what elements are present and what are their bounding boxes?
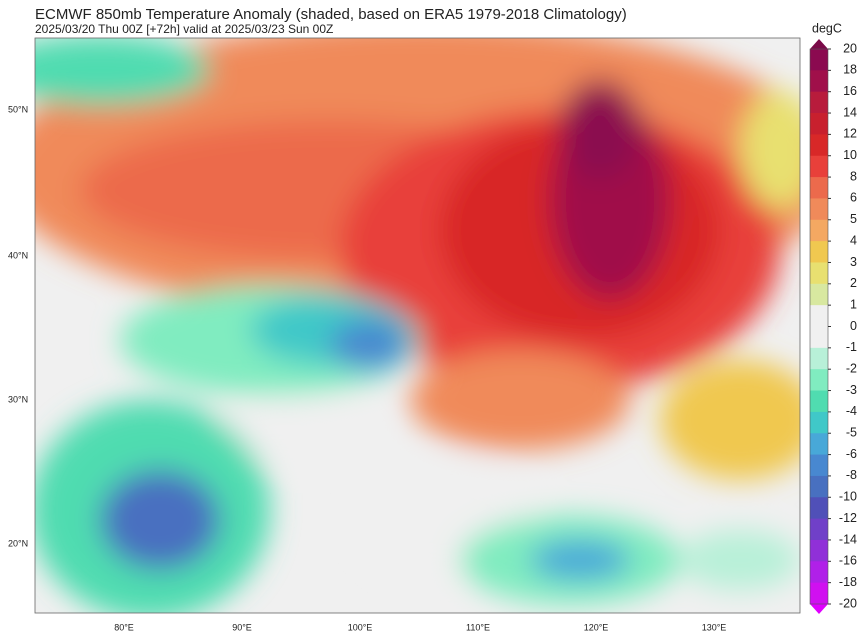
colorbar-segment bbox=[810, 582, 828, 605]
map bbox=[35, 38, 800, 613]
colorbar-segment bbox=[810, 369, 828, 392]
colorbar-segment bbox=[810, 49, 828, 71]
colorbar-label: -14 bbox=[839, 532, 857, 546]
lat-label: 30°N bbox=[8, 394, 28, 404]
lon-label: 110°E bbox=[466, 622, 490, 632]
colorbar-label: 12 bbox=[843, 127, 857, 141]
colorbar-segment bbox=[810, 305, 828, 327]
colorbar-segment bbox=[810, 454, 828, 477]
colorbar-segment bbox=[810, 177, 828, 199]
lon-label: 130°E bbox=[702, 622, 727, 632]
colorbar-label: -5 bbox=[846, 426, 857, 440]
colorbar-label: 2 bbox=[850, 276, 857, 290]
colorbar-segment bbox=[810, 347, 828, 370]
colorbar-label: 4 bbox=[850, 233, 857, 247]
colorbar-label: 20 bbox=[843, 41, 857, 55]
colorbar-segment bbox=[810, 113, 828, 135]
colorbar-label: -18 bbox=[839, 575, 857, 589]
colorbar-segment bbox=[810, 262, 828, 285]
lon-label: 100°E bbox=[348, 622, 373, 632]
colorbar-label: -4 bbox=[846, 404, 857, 418]
colorbar-segment bbox=[810, 433, 828, 456]
lon-label: 80°E bbox=[114, 622, 134, 632]
colorbar-label: 5 bbox=[850, 212, 857, 226]
colorbar-label: 18 bbox=[843, 63, 857, 77]
colorbar-label: -2 bbox=[846, 361, 857, 375]
lat-label: 50°N bbox=[8, 104, 28, 114]
lat-label: 20°N bbox=[8, 538, 28, 548]
colorbar-label: -12 bbox=[839, 511, 857, 525]
map-frame bbox=[34, 37, 801, 614]
colorbar-label: 1 bbox=[850, 297, 857, 311]
colorbar-label: -6 bbox=[846, 447, 857, 461]
colorbar-label: -16 bbox=[839, 554, 857, 568]
colorbar-label: -20 bbox=[839, 596, 857, 610]
colorbar-segment bbox=[810, 390, 828, 413]
colorbar-segment bbox=[810, 91, 828, 114]
lon-label: 90°E bbox=[232, 622, 252, 632]
colorbar-segment bbox=[810, 539, 828, 562]
lon-label: 120°E bbox=[584, 622, 609, 632]
colorbar-label: 3 bbox=[850, 255, 857, 269]
colorbar-segment bbox=[810, 326, 828, 349]
colorbar-segment bbox=[810, 134, 828, 157]
colorbar-label: 14 bbox=[843, 105, 857, 119]
colorbar-segment bbox=[810, 518, 828, 541]
colorbar-segment bbox=[810, 198, 828, 221]
colorbar-label: -10 bbox=[839, 490, 857, 504]
colorbar-segment bbox=[810, 475, 828, 498]
colorbar-label: 8 bbox=[850, 169, 857, 183]
colorbar-unit: degC bbox=[812, 21, 842, 35]
colorbar-segment bbox=[810, 283, 828, 306]
colorbar-over bbox=[810, 39, 828, 49]
colorbar-label: 16 bbox=[843, 84, 857, 98]
colorbar-segment bbox=[810, 241, 828, 263]
colorbar-label: -1 bbox=[846, 340, 857, 354]
subtitle: 2025/03/20 Thu 00Z [+72h] valid at 2025/… bbox=[35, 22, 333, 36]
colorbar-segment bbox=[810, 497, 828, 520]
colorbar-label: 6 bbox=[850, 191, 857, 205]
colorbar-segment bbox=[810, 219, 828, 242]
colorbar-segment bbox=[810, 70, 828, 93]
colorbar-segment bbox=[810, 411, 828, 434]
colorbar-segment bbox=[810, 155, 828, 178]
colorbar-segment bbox=[810, 561, 828, 584]
colorbar-label: 10 bbox=[843, 148, 857, 162]
colorbar-under bbox=[810, 604, 828, 614]
lat-label: 40°N bbox=[8, 250, 28, 260]
colorbar-label: 0 bbox=[850, 319, 857, 333]
colorbar-label: -8 bbox=[846, 468, 857, 482]
colorbar-label: -3 bbox=[846, 383, 857, 397]
title: ECMWF 850mb Temperature Anomaly (shaded,… bbox=[35, 6, 627, 23]
